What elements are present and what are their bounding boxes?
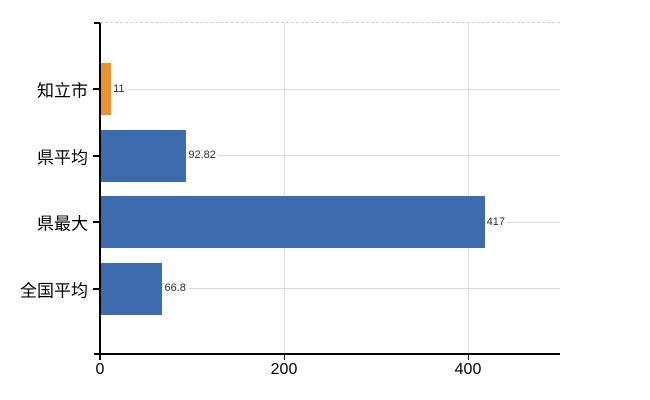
plot-top-border bbox=[100, 22, 560, 23]
bar-row: 66.8 bbox=[101, 262, 560, 315]
y-axis-tick bbox=[93, 88, 100, 90]
x-axis-tick-label: 0 bbox=[95, 361, 105, 378]
x-gridline bbox=[468, 23, 469, 353]
x-axis-tick bbox=[100, 355, 101, 360]
x-axis-tick-label: 400 bbox=[454, 361, 482, 378]
y-axis-top-tick bbox=[94, 22, 100, 24]
category-gridline bbox=[217, 155, 560, 156]
category-label: 全国平均 bbox=[20, 281, 88, 300]
bar-value-label: 92.82 bbox=[188, 149, 216, 161]
x-axis-tick-label: 200 bbox=[270, 361, 298, 378]
category-label: 知立市 bbox=[37, 81, 88, 101]
bar-知立市 bbox=[101, 63, 112, 115]
x-axis-line bbox=[94, 353, 560, 355]
bar-県平均 bbox=[101, 129, 187, 182]
x-axis-tick bbox=[284, 355, 285, 360]
category-label: 県平均 bbox=[37, 148, 88, 167]
bar-row: 417 bbox=[101, 196, 560, 248]
y-axis-tick bbox=[93, 287, 100, 290]
bar-value-label: 66.8 bbox=[164, 282, 186, 294]
y-axis-tick bbox=[93, 154, 100, 157]
bar-県最大 bbox=[101, 196, 485, 248]
x-axis-tick bbox=[468, 355, 469, 360]
bar-row: 92.82 bbox=[101, 129, 560, 182]
y-axis-tick bbox=[93, 221, 100, 223]
x-gridline bbox=[284, 23, 285, 353]
category-gridline bbox=[506, 221, 560, 223]
bar-row: 11 bbox=[101, 63, 560, 115]
category-gridline bbox=[187, 288, 560, 289]
bar-value-label: 417 bbox=[486, 215, 505, 228]
category-label: 県最大 bbox=[37, 214, 88, 234]
bar-value-label: 11 bbox=[113, 82, 125, 95]
bar-全国平均 bbox=[101, 262, 163, 315]
y-axis-line bbox=[99, 22, 101, 360]
category-gridline bbox=[126, 88, 560, 90]
